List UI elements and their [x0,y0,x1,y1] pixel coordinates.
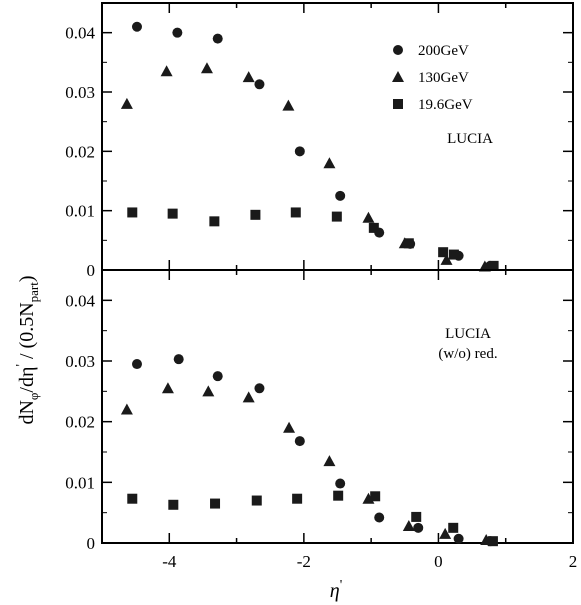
x-tick-label: 2 [569,552,578,571]
data-point-triangle [282,99,295,111]
top-panel: 0 0.01 0.02 0.03 0.04 200GeV 130GeV 19.6GeV LUCI… [65,2,574,280]
data-point-square [370,491,381,502]
data-point-circle [335,478,346,489]
x-tick-label: -2 [297,552,311,571]
data-point-circle [212,371,223,382]
y-axis-title: dNφ/dη' / (0.5Npart) [14,275,41,424]
data-point-triangle [160,65,173,77]
data-point-triangle [200,62,213,74]
y-tick-label: 0.03 [65,352,95,371]
data-point-triangle [478,260,491,272]
data-point-square [488,260,499,271]
data-point-square [331,211,342,222]
data-point-circle [172,27,183,38]
data-point-square [438,247,449,258]
data-point-square [487,536,498,547]
legend-label: 200GeV [418,43,469,59]
data-point-circle [212,33,223,44]
data-point-triangle [161,382,174,394]
panel-annotation: LUCIA [445,326,491,342]
data-point-square [368,222,379,233]
data-point-square [251,495,262,506]
y-tick-label: 0.02 [65,413,95,432]
data-point-square [127,493,138,504]
data-point-square [290,207,301,218]
data-point-triangle [120,97,133,109]
data-point-circle [254,79,265,90]
panel-annotation: LUCIA [447,131,493,147]
x-axis-title: η' [330,578,342,602]
data-point-square [403,238,414,249]
y-tick-label: 0.03 [65,83,95,102]
data-point-circle [294,146,305,157]
data-point-circle [413,522,424,533]
data-point-triangle [439,527,452,539]
legend-marker-triangle [392,71,404,82]
data-point-triangle [323,455,336,467]
data-point-square [209,216,220,227]
legend-label: 130GeV [418,70,469,86]
x-tick-label: 0 [434,552,443,571]
data-point-square [448,522,459,533]
data-point-circle [173,354,184,365]
y-tick-label: 0.02 [65,142,95,161]
y-tick-label: 0.01 [65,202,95,221]
y-tick-label: 0 [87,261,96,280]
data-point-square [167,208,178,219]
data-point-circle [374,512,385,523]
plot-frame [101,2,574,271]
y-tick-label: 0.04 [65,291,95,310]
data-point-triangle [362,211,375,223]
data-point-triangle [440,253,453,265]
data-point-square [333,490,344,501]
data-point-square [168,499,179,510]
legend-label: 19.6GeV [418,97,473,113]
y-tick-label: 0 [87,534,96,553]
data-point-circle [254,383,265,394]
legend-marker-square [393,99,403,109]
data-point-triangle [323,157,336,169]
data-point-triangle [283,421,296,433]
data-point-triangle [402,520,415,532]
data-point-circle [131,359,142,370]
y-tick-label: 0.04 [65,24,95,43]
data-point-square [411,511,422,522]
data-point-square [210,498,221,509]
data-point-circle [453,533,464,544]
data-point-square [250,209,261,220]
y-tick-label: 0.01 [65,473,95,492]
plot-frame [101,269,574,544]
data-point-triangle [120,403,133,415]
x-tick-label: -4 [162,552,177,571]
data-point-triangle [202,385,215,397]
data-point-circle [335,190,346,201]
data-point-square [127,207,138,218]
panel-annotation: (w/o) red. [438,346,497,362]
data-point-circle [294,436,305,447]
bottom-panel: 0 0.01 0.02 0.03 0.04 -4 -2 0 2 LUCIA (w/o) red. [65,269,578,571]
data-point-square [292,493,303,504]
data-point-circle [131,21,142,32]
data-point-triangle [242,71,255,83]
data-point-square [448,249,459,260]
data-point-triangle [242,391,255,403]
legend-marker-circle [393,45,403,55]
